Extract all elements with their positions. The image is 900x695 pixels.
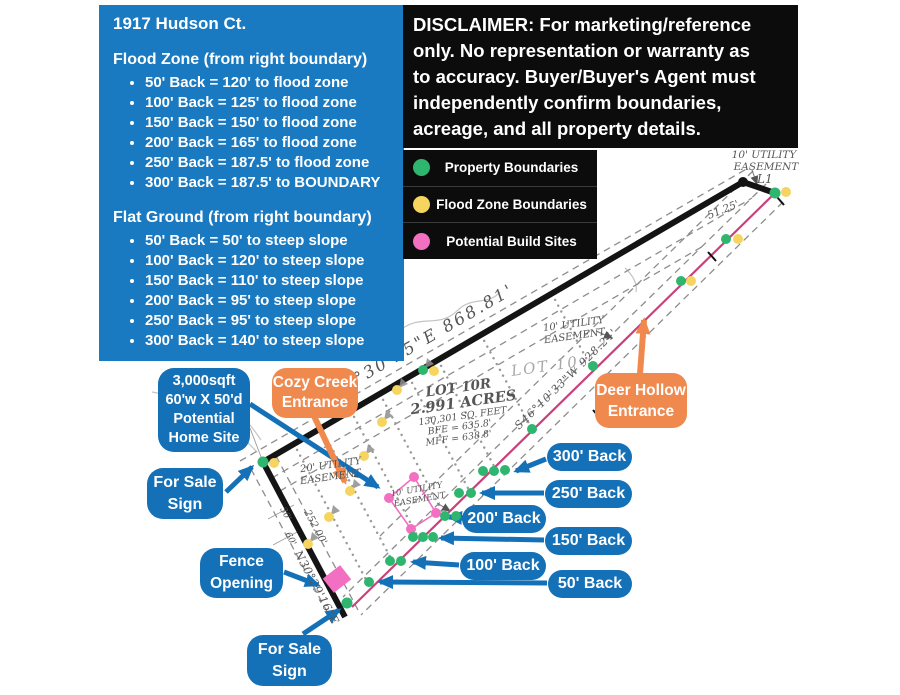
fence-opening-marker bbox=[322, 565, 352, 593]
flood-zone-heading: Flood Zone (from right boundary) bbox=[113, 51, 368, 68]
flat-ground-list: 50' Back = 50' to steep slope 100' Back … bbox=[113, 231, 396, 351]
map-legend: Property Boundaries Flood Zone Boundarie… bbox=[403, 150, 597, 259]
callout-home-site: 3,000sqft 60'w X 50'd Potential Home Sit… bbox=[158, 368, 250, 452]
setback-pill-300: 300' Back bbox=[547, 443, 632, 471]
build-site-dots bbox=[384, 472, 441, 534]
callout-deer-hollow-entrance: Deer Hollow Entrance bbox=[595, 373, 687, 428]
flood-zone-item: 100' Back = 125' to flood zone bbox=[145, 93, 396, 113]
leader-lines bbox=[249, 169, 759, 546]
flat-ground-item: 200' Back = 95' to steep slope bbox=[145, 291, 396, 311]
legend-row-property-boundaries: Property Boundaries bbox=[403, 150, 597, 186]
property-address: 1917 Hudson Ct. bbox=[113, 14, 247, 33]
boundary-corner-joint bbox=[738, 177, 748, 187]
legend-label: Potential Build Sites bbox=[446, 233, 577, 249]
callout-for-sale-sign-lower: For Sale Sign bbox=[247, 635, 332, 686]
setback-pill-50: 50' Back bbox=[548, 570, 632, 598]
green-dot-icon bbox=[413, 159, 430, 177]
utility-easement-10-topright-line2: EASEMENT bbox=[733, 161, 800, 173]
flood-zone-item: 300' Back = 187.5' to BOUNDARY bbox=[145, 173, 396, 193]
l1-label: L1 bbox=[756, 172, 773, 186]
callout-for-sale-sign-upper: For Sale Sign bbox=[147, 468, 223, 519]
flood-zone-list: 50' Back = 120' to flood zone 100' Back … bbox=[113, 73, 396, 193]
yellow-dot-icon bbox=[413, 196, 430, 213]
flood-marker-flags bbox=[310, 358, 434, 542]
flat-ground-item: 250' Back = 95' to steep slope bbox=[145, 311, 396, 331]
legend-label: Flood Zone Boundaries bbox=[436, 197, 587, 212]
callout-arrows-orange bbox=[311, 317, 651, 485]
legend-label: Property Boundaries bbox=[444, 160, 579, 176]
legend-row-potential-build-sites: Potential Build Sites bbox=[403, 222, 597, 259]
flat-ground-item: 100' Back = 120' to steep slope bbox=[145, 251, 396, 271]
property-boundary-dots bbox=[257, 187, 781, 609]
setback-pill-200: 200' Back bbox=[462, 505, 546, 533]
utility-easement-10-topright-line1: 10' UTILITY bbox=[732, 149, 798, 161]
callout-cozy-creek-entrance: Cozy Creek Entrance bbox=[272, 368, 358, 418]
flat-ground-heading: Flat Ground (from right boundary) bbox=[113, 209, 372, 226]
build-site-markers bbox=[322, 472, 441, 593]
flood-zone-dots bbox=[269, 187, 791, 549]
flood-zone-item: 150' Back = 150' to flood zone bbox=[145, 113, 396, 133]
legend-row-flood-zone-boundaries: Flood Zone Boundaries bbox=[403, 185, 597, 223]
flat-ground-item: 50' Back = 50' to steep slope bbox=[145, 231, 396, 251]
pink-dot-icon bbox=[413, 232, 430, 250]
flood-zone-item: 250' Back = 187.5' to flood zone bbox=[145, 153, 396, 173]
setback-pill-150: 150' Back bbox=[545, 527, 632, 555]
setback-pill-100: 100' Back bbox=[460, 552, 546, 580]
setback-pill-250: 250' Back bbox=[545, 480, 632, 508]
disclaimer-box: DISCLAIMER: For marketing/reference only… bbox=[403, 5, 798, 148]
callout-fence-opening: Fence Opening bbox=[200, 548, 283, 598]
flat-ground-item: 300' Back = 140' to steep slope bbox=[145, 331, 396, 351]
flood-zone-item: 200' Back = 165' to flood zone bbox=[145, 133, 396, 153]
flat-ground-item: 150' Back = 110' to steep slope bbox=[145, 271, 396, 291]
flood-zone-item: 50' Back = 120' to flood zone bbox=[145, 73, 396, 93]
property-info-box: 1917 Hudson Ct. Flood Zone (from right b… bbox=[99, 5, 404, 361]
